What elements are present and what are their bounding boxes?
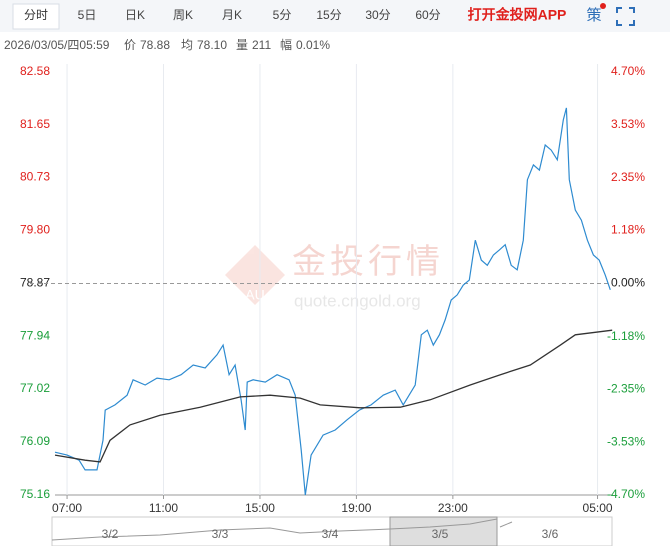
x-tick-label: 19:00 xyxy=(341,501,371,515)
active-tab xyxy=(12,3,60,30)
info-value: 78.10 xyxy=(197,38,227,52)
info-label: 均 xyxy=(181,38,193,52)
y2-tick-label: -1.18% xyxy=(607,329,645,343)
y-tick-label: 77.02 xyxy=(20,381,50,395)
tab[interactable]: 15分 xyxy=(316,8,341,22)
series-line xyxy=(54,107,611,496)
tab[interactable]: 周K xyxy=(173,8,193,22)
watermark-logo: AU xyxy=(245,287,264,303)
info-label: 幅 xyxy=(280,37,292,52)
info-line: 2026/03/05/四05:59 价 78.88 均 78.10 量 211 … xyxy=(4,37,330,52)
watermark-logo-shape xyxy=(225,245,285,305)
y-tick-label: 79.80 xyxy=(20,223,50,237)
navigator-label: 3/4 xyxy=(322,527,339,541)
y-tick-label: 78.87 xyxy=(20,276,50,290)
tab[interactable]: 日K xyxy=(125,8,145,22)
y2-tick-label: -2.35% xyxy=(607,381,645,395)
y2-tick-label: 4.70% xyxy=(611,64,645,78)
tab[interactable]: 月K xyxy=(222,8,242,22)
y-tick-label: 82.58 xyxy=(20,64,50,78)
strategy-button[interactable]: 策 xyxy=(586,7,601,24)
tab[interactable]: 5日 xyxy=(78,8,97,22)
series-line xyxy=(54,329,613,463)
info-value: 211 xyxy=(252,38,271,52)
tab[interactable]: 5分 xyxy=(273,8,292,22)
y-tick-label: 80.73 xyxy=(20,170,50,184)
navigator-label: 3/3 xyxy=(212,527,229,541)
app-link[interactable]: 打开金投网APP xyxy=(468,7,567,23)
tab[interactable]: 分时 xyxy=(24,8,48,22)
y2-tick-label: 1.18% xyxy=(611,223,645,237)
y2-tick-label: 3.53% xyxy=(611,117,645,131)
info-datetime: 2026/03/05/四05:59 xyxy=(4,38,110,52)
y-tick-label: 76.09 xyxy=(20,434,50,448)
navigator-line xyxy=(51,518,513,541)
x-tick-label: 15:00 xyxy=(245,501,275,515)
x-tick-label: 23:00 xyxy=(438,501,468,515)
navigator-label: 3/2 xyxy=(102,527,119,541)
y2-tick-label: -3.53% xyxy=(607,435,645,449)
watermark-title: 金投行情 xyxy=(292,243,444,281)
info-value: 0.01% xyxy=(296,38,330,52)
navigator xyxy=(51,516,613,546)
info-value: 78.88 xyxy=(140,38,170,52)
navigator-label: 3/6 xyxy=(542,527,559,541)
y-tick-label: 81.65 xyxy=(20,117,50,131)
tab-bar xyxy=(0,0,670,32)
watermark-url: quote.cngold.org xyxy=(294,291,421,310)
tab[interactable]: 30分 xyxy=(365,8,390,22)
fullscreen-button[interactable] xyxy=(616,7,635,26)
x-tick-label: 11:00 xyxy=(149,501,178,515)
y2-tick-label: 0.00% xyxy=(611,276,645,290)
y2-tick-label: 2.35% xyxy=(611,170,645,184)
tab[interactable]: 60分 xyxy=(415,8,440,22)
badge xyxy=(600,3,606,9)
y-tick-label: 77.94 xyxy=(20,329,50,343)
navigator-label: 3/5 xyxy=(432,527,449,541)
y2-tick-label: -4.70% xyxy=(607,487,645,501)
watermark: AU 金投行情 quote.cngold.org xyxy=(225,243,444,310)
info-label: 价 xyxy=(124,38,136,52)
y-tick-label: 75.16 xyxy=(20,487,50,501)
x-tick-label: 05:00 xyxy=(583,501,613,515)
info-label: 量 xyxy=(236,38,248,52)
x-tick-label: 07:00 xyxy=(52,501,82,515)
